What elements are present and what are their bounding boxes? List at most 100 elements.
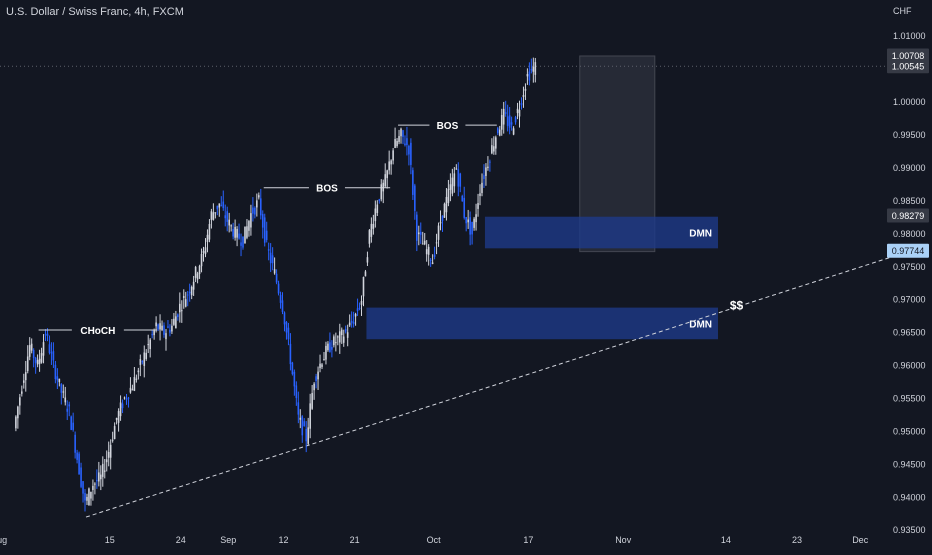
y-tick-label: 0.98000 bbox=[893, 229, 926, 239]
x-tick-label: Dec bbox=[852, 535, 869, 545]
candle bbox=[313, 383, 315, 391]
candle bbox=[447, 188, 450, 204]
x-tick-label: 14 bbox=[721, 535, 731, 545]
price-tag bbox=[887, 208, 929, 223]
candle bbox=[325, 345, 327, 360]
candle bbox=[273, 269, 276, 274]
structure-label: BOS bbox=[437, 121, 459, 132]
candle bbox=[356, 308, 359, 311]
candle bbox=[180, 310, 183, 312]
candle bbox=[254, 207, 256, 215]
candle bbox=[52, 351, 55, 361]
candle bbox=[534, 62, 537, 75]
candle bbox=[301, 416, 304, 436]
candle bbox=[327, 343, 329, 351]
candle bbox=[244, 226, 246, 244]
candle bbox=[293, 371, 296, 387]
candle bbox=[388, 161, 390, 171]
candle bbox=[56, 376, 59, 381]
candle bbox=[467, 219, 469, 223]
x-tick-label: 24 bbox=[176, 535, 186, 545]
candle bbox=[350, 320, 353, 323]
candle bbox=[441, 215, 444, 221]
candle bbox=[307, 427, 309, 444]
candle bbox=[24, 372, 27, 381]
candle bbox=[92, 485, 94, 490]
candle bbox=[295, 385, 298, 399]
candle bbox=[212, 212, 215, 220]
candle bbox=[471, 221, 473, 235]
candle bbox=[259, 198, 262, 216]
candle bbox=[364, 271, 367, 277]
candle bbox=[423, 240, 426, 245]
candle bbox=[198, 265, 201, 275]
candle bbox=[518, 110, 521, 117]
candle bbox=[139, 359, 142, 365]
zone-label: DMN bbox=[689, 319, 712, 330]
candle bbox=[165, 333, 167, 340]
x-tick-label: 17 bbox=[523, 535, 533, 545]
candle bbox=[394, 139, 396, 149]
candle bbox=[216, 205, 219, 210]
candle bbox=[161, 325, 163, 331]
candle bbox=[62, 391, 65, 393]
price-tag-label: 1.00545 bbox=[892, 62, 925, 72]
candle bbox=[487, 166, 489, 168]
structure-label: CHoCH bbox=[80, 326, 115, 337]
candle bbox=[22, 380, 25, 383]
candle bbox=[479, 193, 481, 196]
candle bbox=[455, 168, 458, 170]
candle bbox=[19, 397, 21, 406]
candle bbox=[376, 204, 379, 213]
candle bbox=[360, 301, 363, 305]
candle bbox=[514, 117, 517, 123]
candle bbox=[182, 296, 185, 298]
candle bbox=[342, 336, 345, 343]
candle bbox=[194, 266, 197, 278]
candle bbox=[46, 333, 49, 336]
y-tick-label: 0.94500 bbox=[893, 459, 926, 469]
candle bbox=[196, 273, 199, 280]
candle bbox=[42, 342, 45, 356]
candle bbox=[380, 184, 383, 200]
candle bbox=[171, 325, 173, 332]
candle bbox=[50, 352, 53, 354]
y-tick-label: 0.95500 bbox=[893, 394, 926, 404]
candle bbox=[44, 334, 47, 336]
candle bbox=[28, 345, 31, 357]
x-tick-label: 21 bbox=[350, 535, 360, 545]
candle bbox=[532, 66, 535, 72]
candle bbox=[252, 207, 254, 214]
candle bbox=[463, 197, 466, 218]
candle bbox=[145, 352, 148, 359]
candle bbox=[177, 314, 179, 318]
candle bbox=[340, 329, 343, 336]
candle bbox=[232, 228, 234, 237]
y-tick-label: 0.96500 bbox=[893, 328, 926, 338]
candle bbox=[88, 488, 90, 506]
candle bbox=[305, 428, 308, 442]
y-tick-label: 0.95000 bbox=[893, 426, 926, 436]
candle bbox=[329, 342, 331, 352]
candle bbox=[15, 416, 17, 429]
candle bbox=[123, 397, 126, 399]
candle bbox=[277, 283, 280, 294]
candle bbox=[410, 142, 412, 165]
candle bbox=[258, 195, 260, 198]
price-tag bbox=[887, 59, 929, 74]
candle bbox=[516, 108, 519, 114]
candle bbox=[412, 170, 414, 195]
y-tick-label: 0.97000 bbox=[893, 295, 926, 305]
x-tick-label: 23 bbox=[792, 535, 802, 545]
candle bbox=[348, 322, 351, 326]
candle bbox=[362, 276, 365, 297]
candle bbox=[522, 95, 525, 97]
candle bbox=[210, 211, 213, 220]
candle bbox=[451, 177, 454, 194]
candle bbox=[344, 329, 347, 332]
candle bbox=[246, 226, 248, 238]
candle bbox=[269, 252, 272, 264]
candle bbox=[366, 257, 369, 263]
